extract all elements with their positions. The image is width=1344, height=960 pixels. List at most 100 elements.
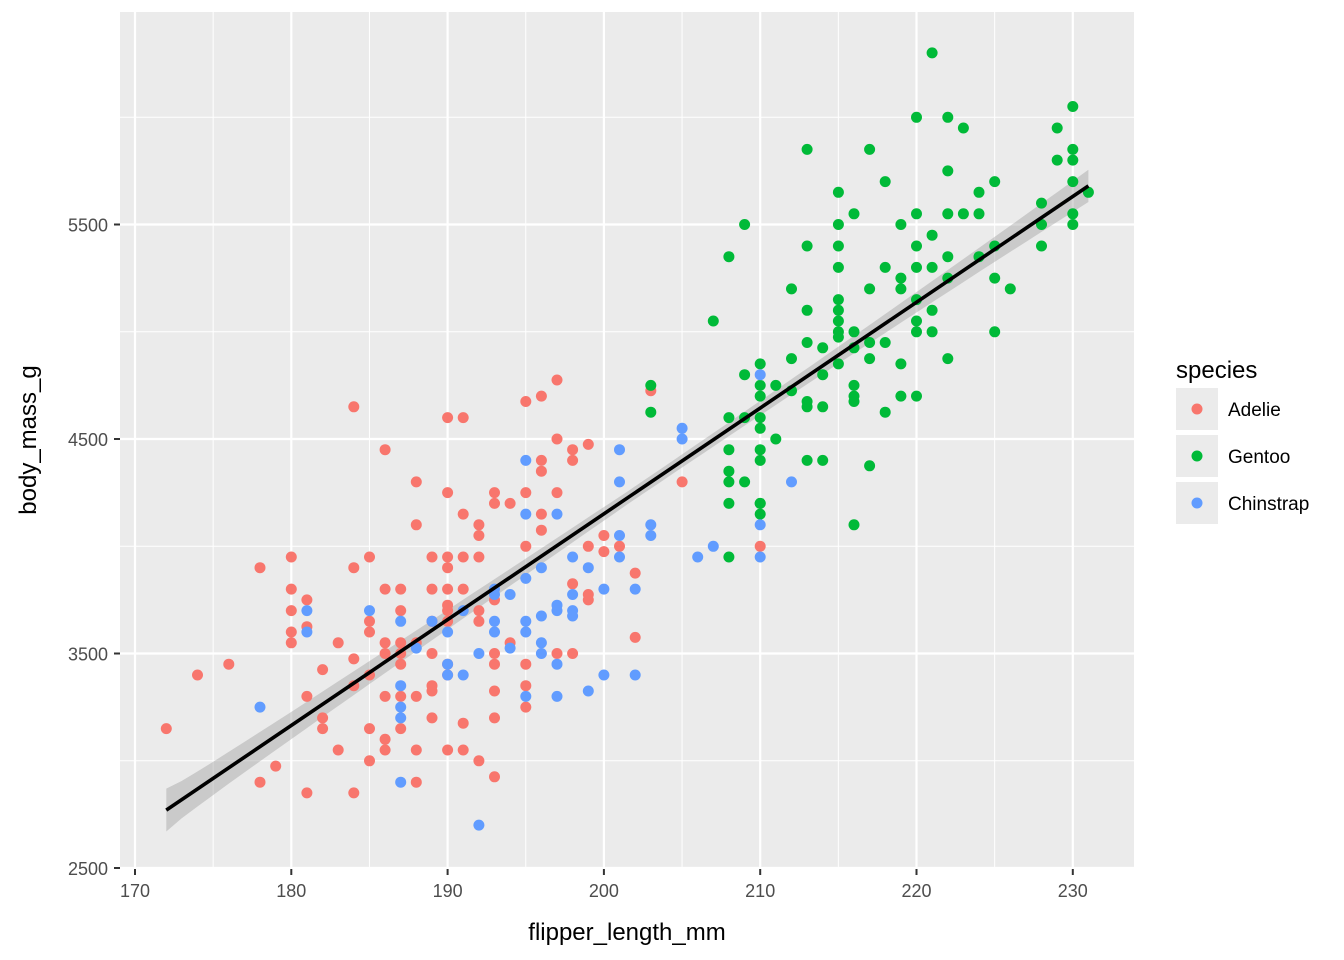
data-point [895,283,907,295]
data-point [567,578,579,590]
data-point [832,331,844,343]
legend-title: species [1176,357,1257,384]
data-point [926,326,938,338]
legend-swatch [1191,450,1203,462]
data-point [520,626,532,638]
data-point [520,396,532,407]
data-point [848,208,860,220]
data-point [379,583,391,595]
data-point [551,374,563,386]
data-point [254,701,266,713]
data-point [770,433,782,445]
data-point [739,219,751,230]
data-point [442,626,454,638]
legend-swatch [1191,497,1203,509]
data-point [754,454,766,466]
data-point [754,379,766,391]
data-point [567,589,579,600]
data-point [786,476,797,488]
data-point [551,433,563,445]
data-point [1067,154,1079,166]
data-point [489,648,500,659]
data-point [535,465,547,477]
data-point [410,519,422,531]
data-point [1004,283,1016,295]
data-point [192,669,203,681]
x-tick-label: 170 [120,881,150,901]
data-point [614,530,625,541]
data-point [520,658,532,670]
data-point [754,412,766,424]
data-point [457,583,469,595]
data-point [754,540,766,552]
data-point [254,562,266,574]
data-point [473,530,485,541]
data-point [645,519,657,531]
data-point [832,186,844,198]
data-point [535,524,547,536]
data-point [911,315,922,327]
y-tick-label: 3500 [68,645,108,665]
legend-label: Gentoo [1228,447,1290,468]
data-point [1067,143,1079,155]
y-tick-label: 2500 [68,859,108,879]
data-point [817,369,829,381]
data-point [504,589,516,600]
data-point [817,454,829,466]
data-point [582,594,594,606]
data-point [489,685,500,697]
data-point [410,744,422,756]
data-point [739,369,751,381]
data-point [332,637,344,649]
data-point [379,648,391,659]
data-point [442,744,454,756]
data-point [442,551,454,563]
data-point [567,648,579,659]
legend-label: Adelie [1228,400,1281,421]
data-point [911,390,922,402]
x-axis-title: flipper_length_mm [528,919,725,946]
data-point [723,497,735,509]
data-point [942,111,954,123]
data-point [442,562,454,574]
data-point [629,669,641,681]
data-point [832,261,844,273]
data-point [957,122,969,134]
data-point [770,379,782,391]
data-point [270,760,282,772]
data-point [395,680,407,692]
data-point [520,508,532,520]
data-point [895,219,907,230]
data-point [442,583,454,595]
data-point [395,615,407,627]
data-point [598,530,610,541]
data-point [489,658,500,670]
data-point [473,551,485,563]
data-point [676,433,688,445]
data-point [489,712,500,724]
data-point [567,444,579,456]
data-point [879,261,891,273]
y-tick-label: 4500 [68,430,108,450]
data-point [301,594,313,606]
data-point [520,701,532,713]
data-point [1051,122,1063,134]
data-point [754,551,766,563]
data-point [848,519,860,531]
trend-line [165,184,1090,812]
data-point [457,508,469,520]
data-point [864,353,876,365]
data-point [457,669,469,681]
data-point [707,540,719,552]
data-point [582,685,594,697]
data-point [520,454,532,466]
data-point [395,723,407,735]
data-point [489,497,500,509]
data-point [520,615,532,627]
data-point [864,337,876,348]
data-point [645,379,657,391]
legend-item-gentoo: Gentoo [1176,435,1290,477]
data-point [582,540,594,552]
data-point [848,326,860,338]
data-point [629,631,641,643]
